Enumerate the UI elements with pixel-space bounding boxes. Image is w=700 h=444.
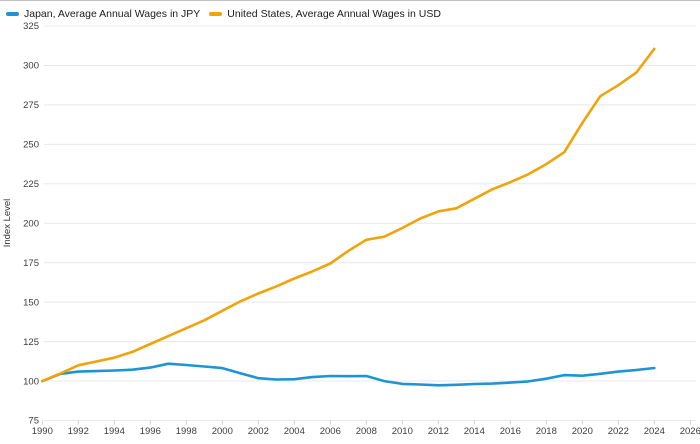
x-tick-label-2014: 2014: [464, 426, 485, 437]
y-tick-label-325: 325: [23, 21, 39, 32]
series-lines: [40, 47, 656, 387]
x-axis-ticks: [41, 420, 691, 425]
japan-line-swatch-icon: [6, 12, 19, 16]
y-tick-label-250: 250: [23, 140, 39, 151]
x-tick-label-2000: 2000: [212, 426, 233, 437]
x-tick-label-2002: 2002: [248, 426, 269, 437]
x-tick-label-2022: 2022: [608, 426, 629, 437]
y-tick-label-150: 150: [23, 297, 39, 308]
x-tick-label-2016: 2016: [500, 426, 521, 437]
y-tick-label-275: 275: [23, 100, 39, 111]
gridlines: [44, 25, 696, 421]
y-axis-tick-labels: 325 300 275 250 225 200 175 150 125 100 75: [23, 21, 39, 427]
x-tick-label-1990: 1990: [32, 426, 53, 437]
y-tick-label-75: 75: [28, 416, 39, 427]
legend-label-united-states: United States, Average Annual Wages in U…: [227, 8, 441, 20]
united-states-line: [40, 47, 656, 383]
y-axis-title: Index Level: [2, 199, 13, 248]
y-tick-label-225: 225: [23, 179, 39, 190]
x-tick-label-1996: 1996: [140, 426, 161, 437]
x-tick-label-2018: 2018: [536, 426, 557, 437]
chart-legend: Japan, Average Annual Wages in JPY Unite…: [6, 8, 441, 20]
x-tick-label-2010: 2010: [392, 426, 413, 437]
x-tick-label-2020: 2020: [572, 426, 593, 437]
x-tick-label-1994: 1994: [104, 426, 125, 437]
x-tick-label-2006: 2006: [320, 426, 341, 437]
japan-line: [40, 362, 656, 387]
legend-item-united-states[interactable]: United States, Average Annual Wages in U…: [209, 8, 441, 20]
x-tick-label-1992: 1992: [68, 426, 89, 437]
x-tick-label-2008: 2008: [356, 426, 377, 437]
y-tick-label-200: 200: [23, 218, 39, 229]
x-tick-label-1998: 1998: [176, 426, 197, 437]
y-tick-label-125: 125: [23, 337, 39, 348]
legend-label-japan: Japan, Average Annual Wages in JPY: [24, 8, 201, 20]
x-tick-label-2026: 2026: [680, 426, 700, 437]
y-axis-title-text: Index Level: [2, 199, 13, 248]
united-states-line-swatch-icon: [209, 12, 223, 16]
x-tick-label-2024: 2024: [644, 426, 665, 437]
y-tick-label-175: 175: [23, 258, 39, 269]
y-tick-label-100: 100: [23, 376, 39, 387]
x-axis-tick-labels: 1990 1992 1994 1996 1998 2000 2002 2004 2006 2008…: [32, 426, 700, 437]
x-tick-label-2004: 2004: [284, 426, 305, 437]
y-tick-label-300: 300: [23, 61, 39, 72]
legend-item-japan[interactable]: Japan, Average Annual Wages in JPY: [6, 8, 200, 20]
x-tick-label-2012: 2012: [428, 426, 449, 437]
